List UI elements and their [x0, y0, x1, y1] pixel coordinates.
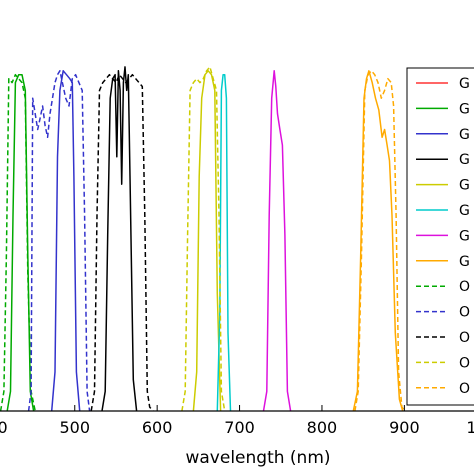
legend-label-5: G	[459, 178, 470, 194]
legend-frame	[406, 67, 474, 406]
x-tick-label-400: 400	[0, 418, 8, 437]
x-tick-label-600: 600	[142, 418, 173, 437]
x-tick-label-700: 700	[224, 418, 255, 437]
series-layer	[0, 66, 406, 412]
legend-label-13: O	[459, 381, 470, 397]
series-line-12	[181, 66, 226, 412]
series-line-9	[0, 73, 36, 412]
series-line-10	[27, 70, 91, 412]
x-tick-label-1000: 1000	[466, 418, 474, 437]
legend-label-1: G	[459, 76, 470, 92]
legend-label-2: G	[459, 101, 470, 117]
series-line-3	[50, 70, 81, 412]
series-line-5	[192, 70, 222, 412]
x-tick-label-900: 900	[389, 418, 420, 437]
legend-label-12: O	[459, 355, 470, 371]
x-tick-label-500: 500	[59, 418, 90, 437]
legend-label-11: O	[459, 330, 470, 346]
legend-label-6: G	[459, 203, 470, 219]
legend-label-9: O	[459, 279, 470, 295]
series-line-7	[262, 70, 292, 412]
series-line-2	[6, 73, 35, 412]
axes-layer: 400 500 600 700 800 900 1000	[0, 405, 474, 437]
legend-label-3: G	[459, 127, 470, 143]
legend-label-4: G	[459, 152, 470, 168]
series-line-13	[354, 70, 406, 412]
series-line-4	[101, 66, 138, 412]
legend-label-10: O	[459, 305, 470, 321]
legend-label-8: G	[459, 254, 470, 270]
x-axis-title: wavelength (nm)	[185, 448, 330, 468]
legend-label-7: G	[459, 228, 470, 244]
series-line-11	[90, 73, 154, 412]
x-tick-label-800: 800	[307, 418, 338, 437]
